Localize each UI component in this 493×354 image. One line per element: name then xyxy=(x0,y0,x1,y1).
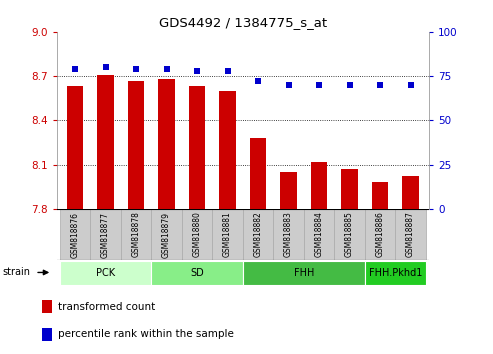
Bar xyxy=(182,209,212,260)
Point xyxy=(407,82,415,88)
Text: transformed count: transformed count xyxy=(58,302,155,312)
Point xyxy=(71,66,79,72)
Text: GSM818877: GSM818877 xyxy=(101,212,110,257)
Text: GSM818887: GSM818887 xyxy=(406,212,415,257)
Text: strain: strain xyxy=(3,268,31,278)
Bar xyxy=(334,209,365,260)
Point xyxy=(315,82,323,88)
Bar xyxy=(97,75,114,209)
Bar xyxy=(365,261,426,285)
Bar xyxy=(365,209,395,260)
Point xyxy=(224,68,232,74)
Text: PCK: PCK xyxy=(96,268,115,278)
Bar xyxy=(42,328,52,341)
Bar xyxy=(67,86,83,209)
Text: GSM818878: GSM818878 xyxy=(132,212,141,257)
Point xyxy=(163,66,171,72)
Text: FHH.Pkhd1: FHH.Pkhd1 xyxy=(369,268,422,278)
Bar xyxy=(90,209,121,260)
Text: GSM818881: GSM818881 xyxy=(223,212,232,257)
Point xyxy=(132,66,140,72)
Bar xyxy=(243,261,365,285)
Bar xyxy=(372,182,388,209)
Bar xyxy=(212,209,243,260)
Bar xyxy=(395,209,426,260)
Text: GSM818886: GSM818886 xyxy=(376,212,385,257)
Point xyxy=(254,79,262,84)
Point xyxy=(284,82,292,88)
Bar xyxy=(341,169,358,209)
Text: GSM818885: GSM818885 xyxy=(345,212,354,257)
Text: GSM818880: GSM818880 xyxy=(193,212,202,257)
Bar xyxy=(121,209,151,260)
Bar xyxy=(151,209,182,260)
Bar xyxy=(151,261,243,285)
Bar xyxy=(280,172,297,209)
Bar xyxy=(243,209,273,260)
Text: GSM818884: GSM818884 xyxy=(315,212,323,257)
Bar xyxy=(158,79,175,209)
Bar xyxy=(128,80,144,209)
Bar xyxy=(42,300,52,313)
Point xyxy=(102,64,109,70)
Text: GSM818879: GSM818879 xyxy=(162,212,171,257)
Text: GSM818876: GSM818876 xyxy=(70,212,79,257)
Text: SD: SD xyxy=(190,268,204,278)
Bar xyxy=(311,162,327,209)
Title: GDS4492 / 1384775_s_at: GDS4492 / 1384775_s_at xyxy=(159,16,327,29)
Bar xyxy=(219,91,236,209)
Point xyxy=(346,82,353,88)
Bar xyxy=(402,176,419,209)
Text: percentile rank within the sample: percentile rank within the sample xyxy=(58,329,234,339)
Text: GSM818882: GSM818882 xyxy=(253,212,263,257)
Bar xyxy=(189,86,206,209)
Bar xyxy=(60,209,90,260)
Bar xyxy=(60,261,151,285)
Bar xyxy=(249,138,266,209)
Text: GSM818883: GSM818883 xyxy=(284,212,293,257)
Bar xyxy=(273,209,304,260)
Text: FHH: FHH xyxy=(294,268,314,278)
Bar xyxy=(304,209,334,260)
Point xyxy=(193,68,201,74)
Point xyxy=(376,82,384,88)
